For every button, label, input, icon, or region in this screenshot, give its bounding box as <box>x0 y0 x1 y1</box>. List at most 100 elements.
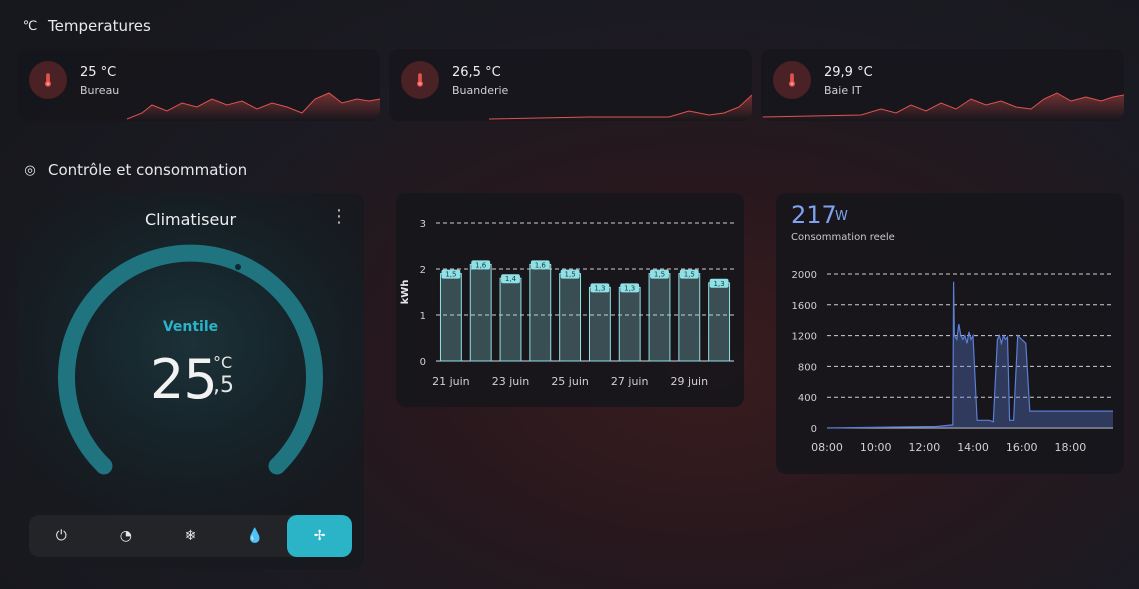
climate-card[interactable]: Climatiseur ⋮ Ventile 25 °C ,5 ⏻ ◔ ❄ 💧 ✢ <box>17 193 364 569</box>
data-label: 1,4 <box>505 275 517 283</box>
data-label-bg <box>679 269 699 279</box>
data-label: 1,5 <box>445 271 456 279</box>
dry-mode-button[interactable]: 💧 <box>223 515 288 557</box>
x-tick-label: 12:00 <box>909 441 941 454</box>
celsius-icon: ℃ <box>22 18 38 34</box>
bar <box>708 282 731 362</box>
temperature-name: Baie IT <box>824 84 862 97</box>
hvac-mode-label: Ventile <box>162 319 219 335</box>
temperature-name: Buanderie <box>452 84 509 97</box>
data-label: 1,5 <box>684 271 695 279</box>
cool-mode-button[interactable]: ❄ <box>158 515 223 557</box>
temperatures-title: Temperatures <box>48 17 151 35</box>
thermometer-icon <box>29 61 67 99</box>
bar <box>678 273 701 362</box>
water-drop-icon: 💧 <box>246 528 264 544</box>
data-label: 1,3 <box>624 284 635 292</box>
temperature-name: Bureau <box>80 84 120 97</box>
temperature-unit: °C <box>213 353 233 372</box>
temperature-card-bureau[interactable]: 25 °C Bureau <box>17 49 380 121</box>
thermometer-icon <box>773 61 811 99</box>
bar <box>499 277 522 362</box>
y-tick-label: 3 <box>420 219 426 230</box>
x-tick-label: 16:00 <box>1006 441 1038 454</box>
bar <box>469 263 492 362</box>
power-button[interactable]: ⏻ <box>29 515 94 557</box>
x-tick-label: 27 juin <box>611 375 649 388</box>
bar <box>439 273 462 362</box>
x-tick-label: 23 juin <box>492 375 530 388</box>
temperatures-section-title: ℃ Temperatures <box>22 17 151 35</box>
data-label-bg <box>620 283 640 293</box>
data-label-bg <box>501 274 520 284</box>
series-area <box>827 281 1113 428</box>
y-tick-label: 400 <box>798 393 817 404</box>
data-label-bg <box>650 269 669 279</box>
energy-bar-chart: 0 1 2 3 kWh 1,5 1,6 1,4 1,6 1,5 1,3 1,3 1,5 1,5 1,3 21 … <box>400 219 734 388</box>
power-value: 217 <box>791 201 837 229</box>
temperature-value: 29,9 °C <box>824 65 873 80</box>
temperature-sparkline <box>17 92 380 121</box>
dial-target-marker[interactable] <box>235 264 241 270</box>
temperature-card-baie-it[interactable]: 29,9 °C Baie IT <box>761 49 1124 121</box>
y-tick-label: 2000 <box>792 270 817 281</box>
temperature-dial[interactable] <box>17 193 364 493</box>
data-label: 1,6 <box>475 261 487 269</box>
data-label-bg <box>530 260 550 270</box>
data-label-bg <box>709 278 729 288</box>
hvac-mode-bar: ⏻ ◔ ❄ 💧 ✢ <box>29 515 352 557</box>
data-label-bg <box>471 260 491 270</box>
bar <box>618 286 641 362</box>
y-tick-label: 1200 <box>792 332 817 343</box>
thermostat-gauge-icon: ◎ <box>24 162 36 178</box>
x-tick-label: 25 juin <box>551 375 589 388</box>
auto-mode-button[interactable]: ◔ <box>94 515 159 557</box>
x-tick-label: 14:00 <box>957 441 989 454</box>
fan-icon: ✢ <box>313 528 326 544</box>
heat-cool-auto-icon: ◔ <box>119 528 132 544</box>
power-icon: ⏻ <box>55 528 67 544</box>
data-label-bg <box>590 283 610 293</box>
temperature-value: 25 °C <box>80 65 117 80</box>
x-tick-label: 18:00 <box>1055 441 1087 454</box>
bar <box>648 273 671 362</box>
climate-title: Climatiseur <box>144 210 237 229</box>
data-label: 1,3 <box>594 284 605 292</box>
y-tick-label: 0 <box>811 424 817 435</box>
temperature-sparkline <box>488 94 752 121</box>
dial-track <box>58 244 323 475</box>
current-temperature-integer: 25 <box>150 348 218 411</box>
control-section-title: ◎ Contrôle et consommation <box>22 161 247 179</box>
x-tick-label: 21 juin <box>432 375 470 388</box>
bar <box>529 263 552 362</box>
data-label: 1,5 <box>565 271 576 279</box>
more-options-icon[interactable]: ⋮ <box>330 206 348 227</box>
fan-mode-button[interactable]: ✢ <box>287 515 352 557</box>
y-tick-label: 1 <box>420 311 426 322</box>
temperature-card-buanderie[interactable]: 26,5 °C Buanderie <box>389 49 752 121</box>
series-line <box>826 281 1113 429</box>
power-unit: W <box>835 209 848 224</box>
power-label: Consommation reele <box>791 232 895 243</box>
data-label-bg <box>441 269 461 279</box>
x-tick-label: 10:00 <box>860 441 892 454</box>
snowflake-icon: ❄ <box>184 528 197 544</box>
data-label: 1,3 <box>714 280 725 288</box>
y-tick-label: 1600 <box>792 301 817 312</box>
x-tick-label: 08:00 <box>811 441 843 454</box>
control-title: Contrôle et consommation <box>48 161 248 179</box>
thermometer-icon <box>401 61 439 99</box>
current-temperature-decimal: ,5 <box>213 373 234 398</box>
y-tick-label: 0 <box>420 357 426 368</box>
power-card: 217 W Consommation reele 0 400 800 1200 1600… <box>776 193 1124 474</box>
temperature-value: 26,5 °C <box>452 65 501 80</box>
y-axis-label: kWh <box>400 280 411 305</box>
data-label: 1,6 <box>535 261 547 269</box>
energy-chart-card: 0 1 2 3 kWh 1,5 1,6 1,4 1,6 1,5 1,3 1,3 1,5 1,5 1,3 21 … <box>396 193 744 407</box>
data-label-bg <box>560 269 580 279</box>
power-line-chart: 0 400 800 1200 1600 2000 08:00 10:00 12:00 14:00 1… <box>792 270 1113 454</box>
bar <box>559 273 582 362</box>
y-tick-label: 2 <box>420 265 426 276</box>
x-tick-label: 29 juin <box>671 375 709 388</box>
bar <box>588 286 611 362</box>
